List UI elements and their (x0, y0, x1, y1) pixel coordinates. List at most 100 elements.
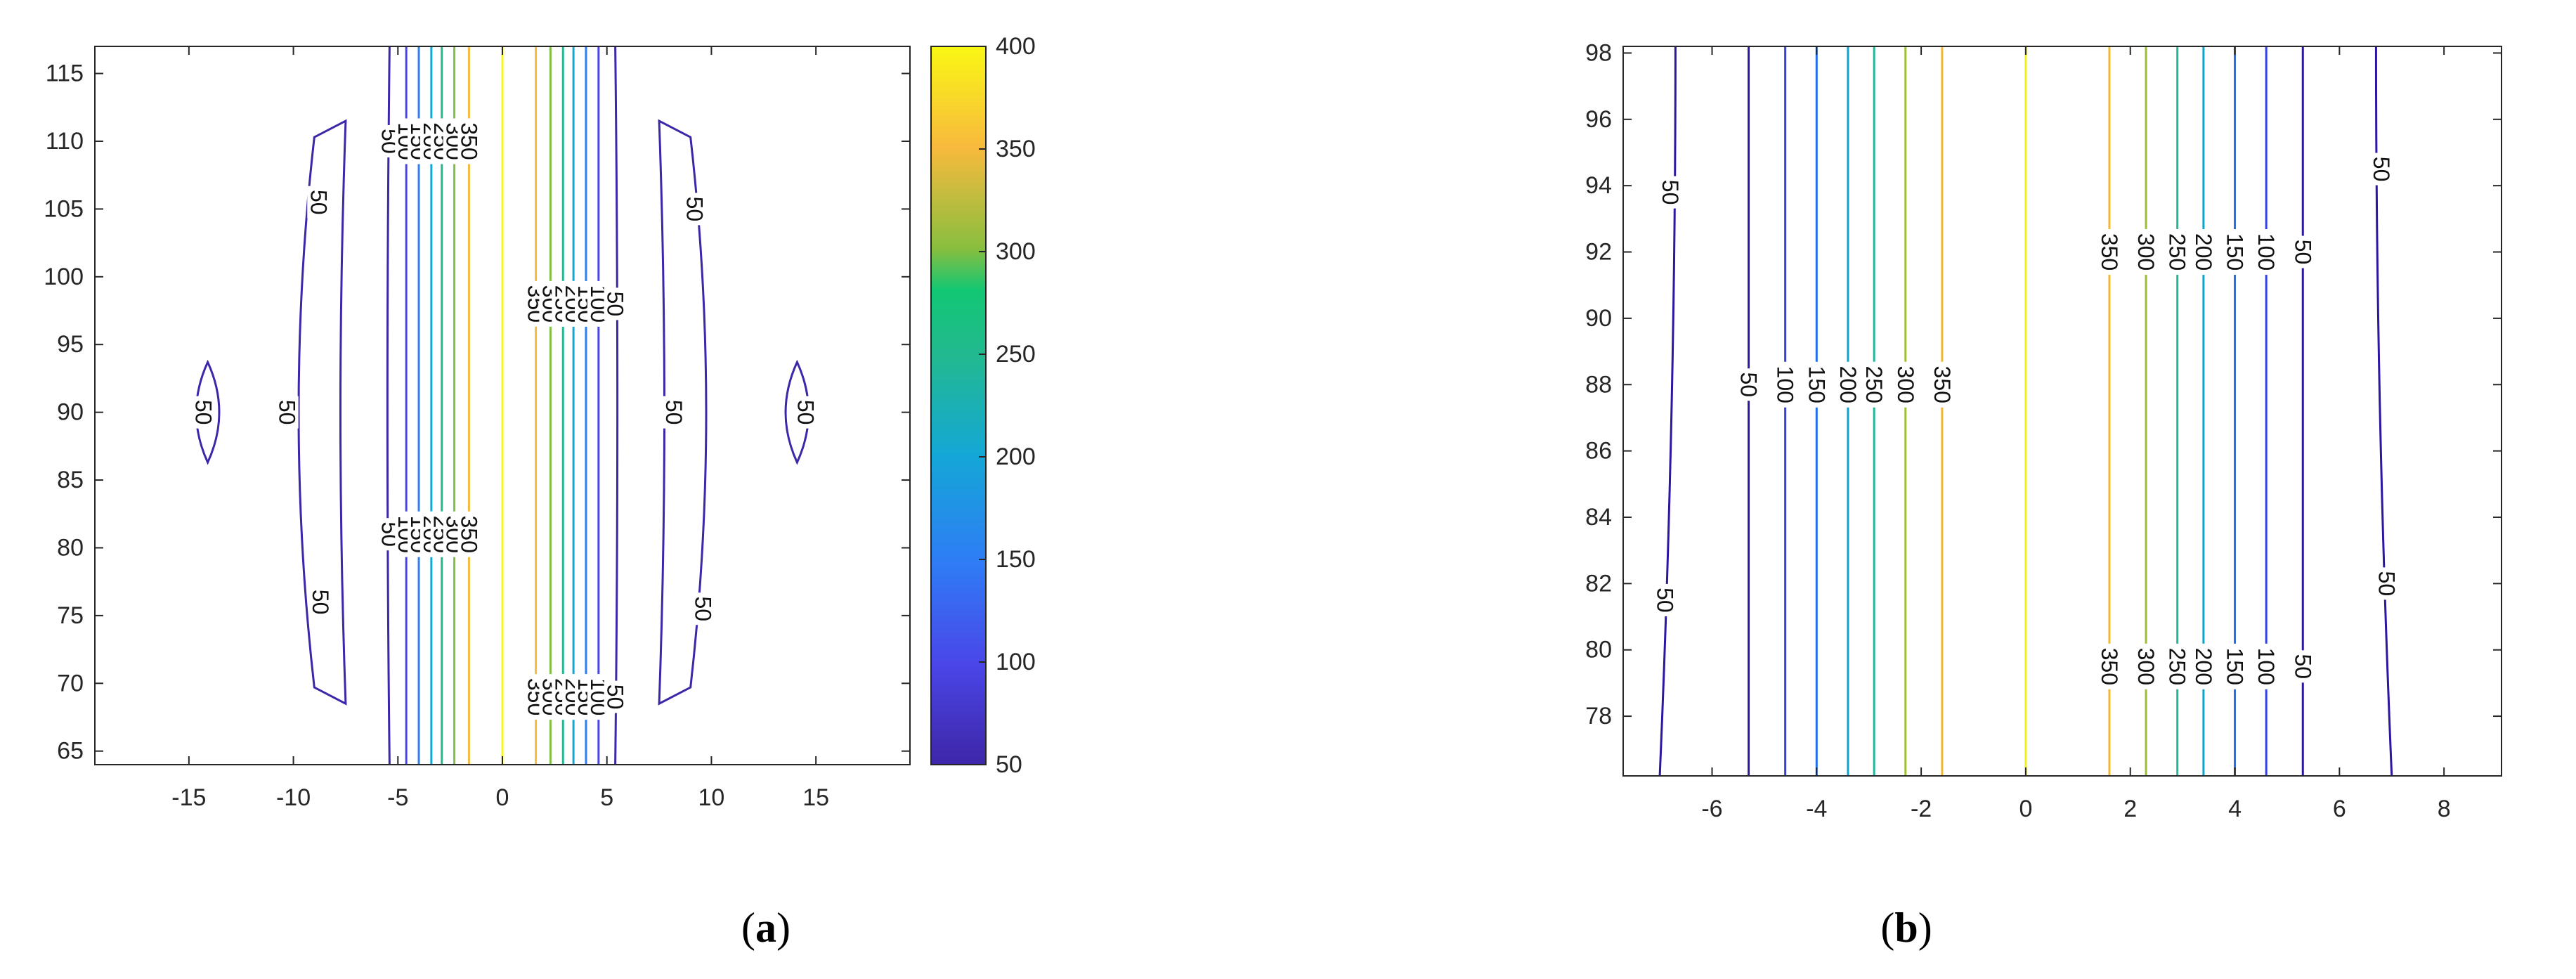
contour-label-bg (275, 396, 299, 429)
y-tick-label: 70 (57, 670, 84, 696)
contour-label-bg (794, 396, 817, 429)
contour-label-bg (2166, 643, 2189, 689)
contour-label-bg (2192, 229, 2215, 275)
y-tick-label: 80 (1585, 637, 1612, 663)
contour-label-bg (1863, 361, 1886, 408)
contour-label: 200 (2191, 648, 2216, 685)
contour-label-bg (2097, 229, 2121, 275)
x-tick-label: -15 (171, 784, 206, 811)
contour-label: 50 (661, 400, 687, 425)
colorbar-tick-label: 250 (996, 341, 1036, 368)
contour-label-bg (192, 396, 215, 429)
x-tick-label: 2 (2123, 796, 2137, 822)
plot-area (1623, 46, 2502, 776)
contour-label: 250 (2165, 648, 2190, 685)
contour-island-50 (658, 119, 708, 706)
contour-label: 50 (191, 400, 216, 425)
axes-box (1622, 46, 2502, 777)
y-tick-label: 94 (1585, 172, 1612, 199)
contour-label: 350 (456, 515, 481, 552)
contour-label-bg (457, 118, 481, 164)
contour-label-bg (1836, 361, 1859, 408)
contour-label-bg (662, 396, 685, 429)
contour-label-bg (2097, 643, 2121, 689)
colorbar-tick-label: 200 (996, 443, 1036, 470)
contour-label: 200 (2191, 233, 2216, 271)
contour-label: 350 (456, 122, 481, 160)
x-tick-label: 0 (2019, 796, 2032, 822)
contour-label: 100 (2253, 648, 2279, 685)
contour-label-bg (2192, 643, 2215, 689)
contour-label: 250 (2165, 233, 2190, 271)
contour-label: 100 (1773, 366, 1798, 403)
x-tick-label: 5 (600, 784, 613, 811)
contour-label-bg (2255, 229, 2278, 275)
x-tick-label: -2 (1911, 796, 1932, 822)
y-tick-label: 98 (1585, 39, 1612, 66)
contour-label: 50 (275, 400, 300, 425)
contour-label: 350 (1930, 366, 1955, 403)
colorbar-tick-label: 50 (996, 751, 1022, 778)
contour-label-bg (1894, 361, 1917, 408)
contour-label-bg (1930, 361, 1953, 408)
contour-label: 300 (2133, 648, 2159, 685)
x-tick-label: 0 (496, 784, 509, 811)
contour-label: 350 (2097, 233, 2122, 271)
y-tick-label: 110 (46, 128, 84, 155)
contour-label: 350 (2097, 648, 2122, 685)
y-tick-label: 84 (1585, 504, 1612, 531)
contour-label: 50 (1658, 180, 1683, 205)
colorbar (930, 46, 987, 765)
contour-label-bg (691, 592, 715, 625)
colorbar-tick-label: 350 (996, 136, 1036, 162)
contour-label-bg (604, 680, 627, 713)
x-tick-label: -10 (276, 784, 311, 811)
colorbar-tick-label: 150 (996, 546, 1036, 573)
contour-label: 50 (682, 197, 708, 222)
contour-label-bg (604, 287, 627, 320)
colorbar-tick-label: 100 (996, 649, 1036, 675)
y-tick-label: 88 (1585, 371, 1612, 398)
contour-label-bg (1653, 583, 1677, 616)
contour-label: 300 (1893, 366, 1918, 403)
contour-label-bg (2223, 643, 2246, 689)
y-tick-label: 105 (44, 195, 84, 222)
x-tick-label: 15 (802, 784, 829, 811)
contour-label: 50 (2374, 571, 2399, 597)
y-tick-label: 65 (57, 738, 84, 765)
contour-label: 50 (2369, 157, 2394, 182)
contour-label: 50 (603, 292, 628, 317)
contour-label-bg (683, 193, 706, 226)
y-tick-label: 82 (1585, 570, 1612, 597)
contour-label: 50 (1736, 372, 1762, 397)
y-tick-label: 92 (1585, 239, 1612, 266)
contour-label-bg (1737, 368, 1760, 401)
x-tick-label: -4 (1806, 796, 1827, 822)
contour-label-bg (1774, 361, 1797, 408)
x-tick-label: -5 (387, 784, 408, 811)
contour-island-50 (195, 359, 221, 465)
contour-label-bg (307, 186, 330, 219)
contour-label-bg (2223, 229, 2246, 275)
y-tick-label: 90 (1585, 305, 1612, 332)
contour-label: 50 (1653, 588, 1678, 613)
contour-label: 50 (691, 596, 716, 621)
y-tick-label: 78 (1585, 703, 1612, 730)
contour-label-bg (1658, 176, 1681, 209)
colorbar-tick-label: 400 (996, 33, 1036, 60)
colorbar-tick-label: 300 (996, 238, 1036, 265)
contour-label: 200 (1835, 366, 1861, 403)
contour-line-50 (614, 46, 619, 765)
contour-outer-50 (1658, 46, 1677, 777)
contour-label: 100 (2253, 233, 2279, 271)
panel-a-label: (a) (741, 905, 791, 951)
y-tick-label: 86 (1585, 438, 1612, 465)
x-tick-label: 6 (2333, 796, 2346, 822)
contour-label: 50 (2290, 240, 2315, 265)
contour-label-bg (2375, 567, 2398, 600)
x-tick-label: -6 (1701, 796, 1722, 822)
y-tick-label: 85 (57, 467, 84, 493)
y-tick-label: 100 (44, 264, 84, 290)
